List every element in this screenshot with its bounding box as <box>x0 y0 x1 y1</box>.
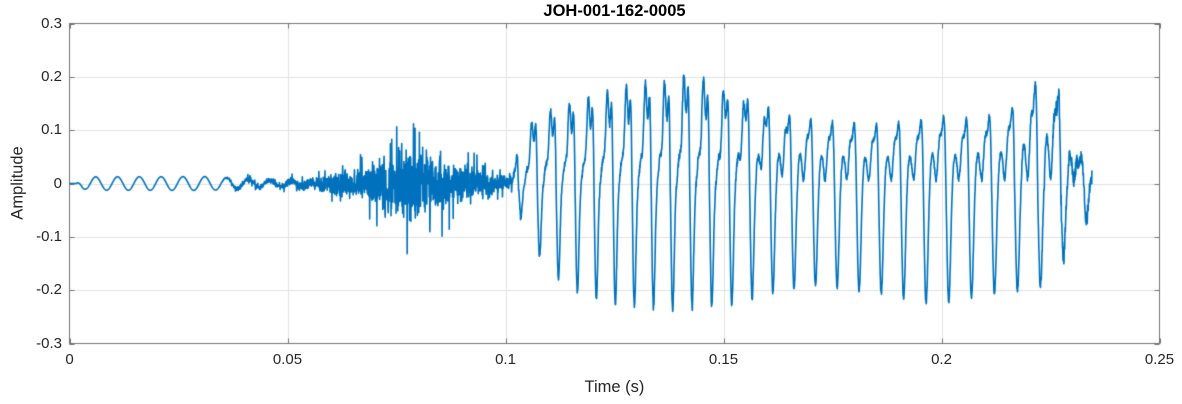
x-tick-label: 0.2 <box>931 351 952 368</box>
x-tick-label: 0.25 <box>1144 351 1175 368</box>
x-axis-label: Time (s) <box>584 378 645 396</box>
y-tick-label: 0.3 <box>41 14 62 32</box>
x-tick-label: 0.1 <box>495 351 516 368</box>
y-tick-label: 0 <box>53 174 62 192</box>
y-tick-label: -0.3 <box>36 334 62 352</box>
x-tick-label: 0.05 <box>272 351 303 368</box>
x-tick-label: 0.15 <box>708 351 739 368</box>
y-tick-label: -0.2 <box>36 281 62 299</box>
plot-title: JOH-001-162-0005 <box>543 2 686 20</box>
y-tick-label: 0.1 <box>41 121 62 139</box>
y-tick-label: -0.1 <box>36 227 62 245</box>
y-tick-label: 0.2 <box>41 67 62 85</box>
x-tick-label: 0 <box>65 351 74 368</box>
